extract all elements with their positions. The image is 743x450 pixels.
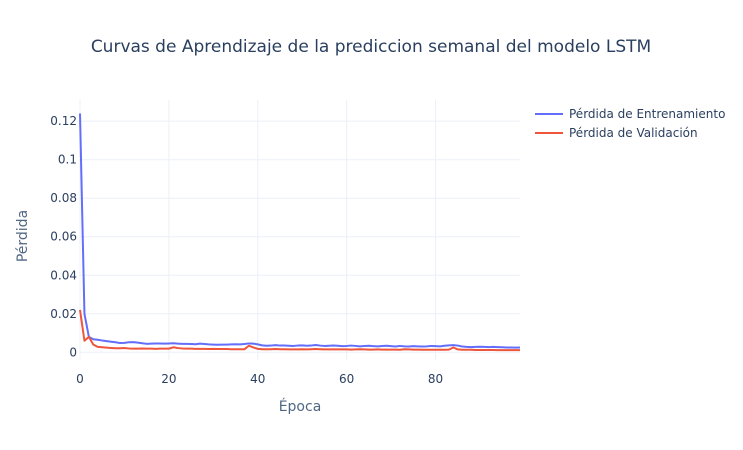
chart-title: Curvas de Aprendizaje de la prediccion s… <box>91 37 651 57</box>
series-lines <box>79 113 521 352</box>
y-axis-title: Pérdida <box>15 210 31 262</box>
legend[interactable]: Pérdida de Entrenamiento Pérdida de Valid… <box>535 107 725 140</box>
y-axis-ticks: 0 0.02 0.04 0.06 0.08 0.1 0.12 <box>50 114 77 359</box>
y-tick-label: 0.02 <box>50 307 77 321</box>
x-tick-label: 0 <box>76 372 84 386</box>
y-tick-label: 0.08 <box>50 191 77 205</box>
plot-area[interactable] <box>80 100 520 360</box>
x-axis-title: Época <box>279 398 322 415</box>
x-tick-label: 20 <box>161 372 176 386</box>
y-tick-label: 0 <box>69 345 77 359</box>
grid-lines <box>79 100 520 360</box>
series-line <box>79 309 520 352</box>
y-tick-label: 0.12 <box>50 114 77 128</box>
x-tick-label: 40 <box>250 372 265 386</box>
x-tick-label: 60 <box>339 372 354 386</box>
y-tick-label: 0.06 <box>50 230 77 244</box>
x-tick-label: 80 <box>428 372 443 386</box>
legend-label[interactable]: Pérdida de Validación <box>569 126 698 140</box>
series-line <box>79 113 521 349</box>
x-axis-ticks: 0 20 40 60 80 <box>76 372 443 386</box>
y-tick-label: 0.04 <box>50 268 77 282</box>
y-tick-label: 0.1 <box>58 153 77 167</box>
legend-label[interactable]: Pérdida de Entrenamiento <box>569 107 725 121</box>
